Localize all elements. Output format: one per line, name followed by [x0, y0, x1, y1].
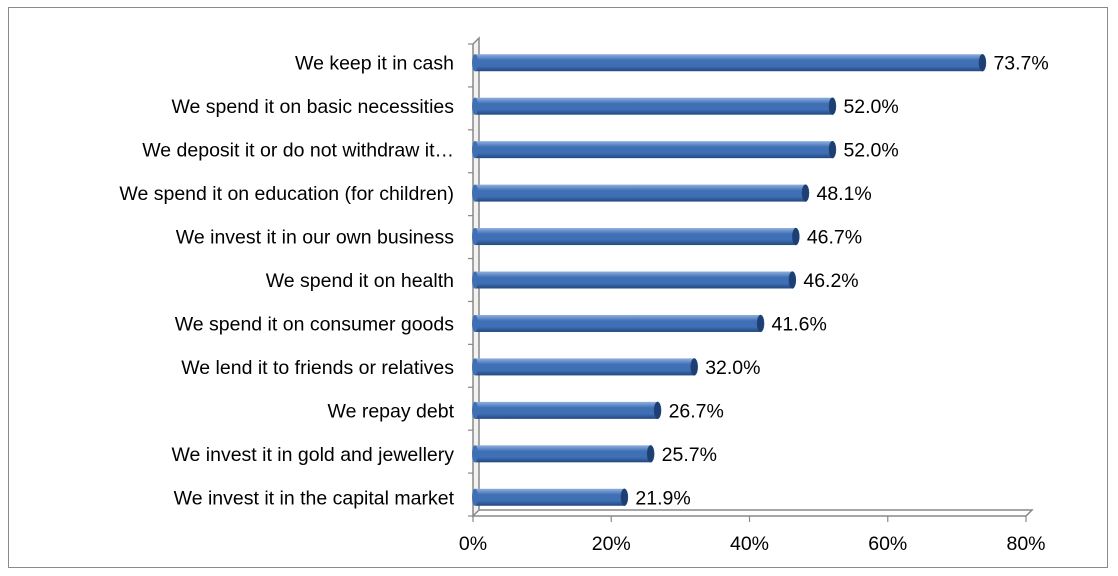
bar [472, 227, 800, 246]
chart-frame: 0% 20% 40% 60% 80% 73.7% We keep it in cash 52.… [8, 7, 1108, 568]
bar [472, 184, 810, 202]
category-label: We spend it on basic necessities [171, 96, 454, 118]
category-label: We invest it in gold and jewellery [171, 444, 454, 466]
bar-body [475, 97, 833, 115]
bar [472, 140, 837, 159]
bar-end-cap [801, 184, 810, 202]
x-tick-label: 60% [868, 533, 907, 555]
bar [472, 401, 662, 420]
bar-end-cap [756, 314, 765, 333]
bar-body [475, 271, 793, 289]
bar-end-cap [788, 271, 797, 289]
chart-bars [472, 53, 987, 507]
bar-end-cap [690, 358, 698, 376]
bar [472, 445, 655, 463]
bar-value-label: 26.7% [669, 400, 724, 422]
x-tick-label: 0% [459, 533, 487, 555]
bar-value-label: 46.2% [803, 270, 858, 292]
bar-value-label: 52.0% [843, 140, 898, 162]
bar-body [475, 358, 695, 376]
bar-body [475, 141, 833, 159]
bar-start-cap [472, 358, 478, 376]
bar-body [475, 228, 796, 246]
bar-start-cap [472, 228, 478, 246]
category-label: We repay debt [328, 400, 455, 422]
bar-start-cap [472, 97, 478, 115]
bar-end-cap [792, 227, 800, 246]
bar-body [475, 445, 651, 463]
bar [472, 488, 629, 507]
category-label: We spend it on consumer goods [175, 313, 455, 335]
bar [472, 271, 797, 289]
bar [472, 314, 765, 333]
bar-start-cap [472, 271, 478, 289]
chart-labels: 0% 20% 40% 60% 80% 73.7% We keep it in cash 52.… [119, 53, 1048, 555]
bar-start-cap [472, 314, 478, 332]
value-axis-line [473, 509, 1034, 517]
category-label: We lend it to friends or relatives [181, 357, 454, 379]
bar-start-cap [472, 184, 478, 202]
bar-body [475, 314, 761, 332]
bar-value-label: 46.7% [807, 227, 862, 249]
bar-chart: 0% 20% 40% 60% 80% 73.7% We keep it in cash 52.… [119, 36, 1049, 555]
bar [472, 53, 987, 72]
bar [472, 97, 837, 115]
bar-start-cap [472, 54, 478, 72]
category-label: We invest it in the capital market [174, 487, 455, 509]
bar-value-label: 25.7% [662, 444, 717, 466]
bar-start-cap [472, 445, 478, 463]
bar-body [475, 401, 658, 419]
category-label: We spend it on health [266, 270, 454, 292]
bar-start-cap [472, 488, 478, 506]
bar-end-cap [620, 488, 629, 507]
bar-value-label: 21.9% [635, 487, 690, 509]
bar-value-label: 41.6% [772, 313, 827, 335]
category-label: We invest it in our own business [176, 227, 454, 249]
bar-value-label: 73.7% [993, 53, 1048, 75]
bar-value-label: 48.1% [816, 183, 871, 205]
bar-end-cap [646, 445, 655, 463]
x-tick-label: 20% [592, 533, 631, 555]
x-tick-label: 40% [730, 533, 769, 555]
bar-end-cap [828, 97, 837, 115]
bar-end-cap [978, 53, 987, 72]
bar-end-cap [653, 401, 662, 420]
bar-body [475, 54, 983, 72]
bar-start-cap [472, 401, 478, 419]
bar-end-cap [828, 140, 837, 159]
bar-body [475, 488, 625, 506]
category-label: We deposit it or do not withdraw it… [142, 140, 454, 162]
category-label: We spend it on education (for children) [119, 183, 454, 205]
category-label: We keep it in cash [295, 53, 454, 75]
bar-start-cap [472, 141, 478, 159]
x-tick-label: 80% [1006, 533, 1045, 555]
bar-body [475, 184, 806, 202]
bar [472, 358, 698, 376]
bar-value-label: 52.0% [843, 96, 898, 118]
bar-value-label: 32.0% [705, 357, 760, 379]
